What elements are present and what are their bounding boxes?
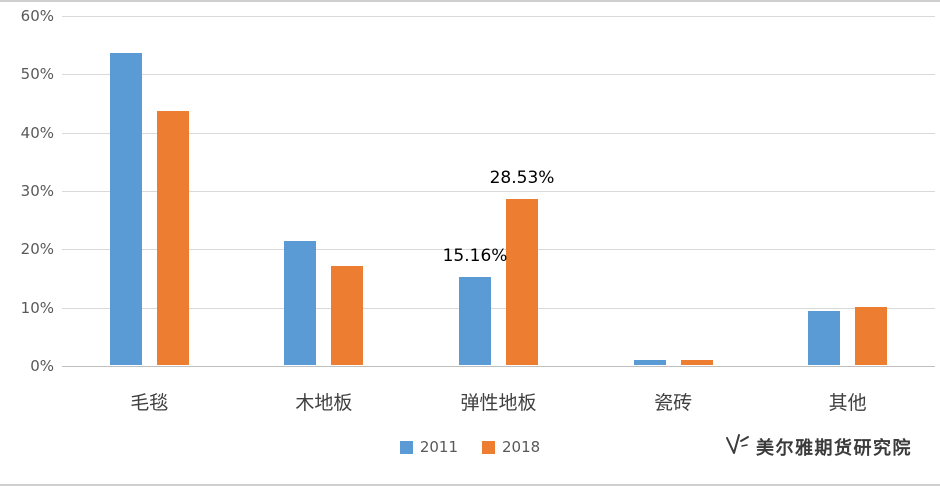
x-axis-category-label: 弹性地板 (460, 392, 537, 414)
bar-2011 (633, 360, 666, 365)
data-label: 28.53% (489, 167, 555, 188)
x-axis-category-label: 木地板 (295, 392, 353, 414)
gridline (62, 74, 935, 76)
bar-2018 (855, 306, 888, 365)
gridline (62, 16, 935, 17)
y-axis-tick-label: 0% (30, 357, 54, 375)
x-axis-category-label: 其他 (828, 392, 867, 414)
legend: 2011 2018 (0, 438, 940, 456)
data-label: 15.16% (442, 245, 508, 266)
bar-2011 (459, 276, 491, 365)
y-axis-tick-label: 60% (20, 7, 54, 25)
top-divider (0, 0, 940, 2)
gridline (62, 132, 935, 134)
x-axis-category-label: 毛毯 (130, 392, 169, 414)
bar-2018 (156, 111, 189, 365)
y-axis-tick-label: 40% (20, 123, 54, 142)
y-axis-tick-label: 20% (20, 240, 54, 259)
legend-swatch (482, 440, 495, 454)
bar-2011 (284, 240, 317, 365)
meierya-logo-icon (725, 432, 751, 461)
bar-2011 (109, 52, 142, 365)
legend-item-2011: 2011 (399, 438, 458, 456)
plot-area: 0% 10% 20% 30% 40% 50% 60% 毛毯 木地板 弹性地板 瓷砖 其他 15.16% 2… (21, 7, 935, 414)
watermark: 美尔雅期货研究院 (725, 432, 912, 461)
watermark-text: 美尔雅期货研究院 (756, 437, 912, 459)
legend-label: 2018 (502, 438, 541, 456)
y-axis-tick-label: 30% (20, 182, 54, 200)
bar-2011 (808, 311, 841, 365)
bar-2018 (506, 198, 538, 365)
x-axis-category-label: 瓷砖 (654, 392, 693, 414)
gridline (62, 191, 935, 192)
bar-2018 (331, 265, 364, 365)
gridline (62, 307, 935, 309)
y-axis-tick-label: 10% (20, 298, 54, 317)
y-axis-tick-label: 50% (20, 65, 54, 84)
x-axis-line (62, 366, 935, 367)
gridline (62, 249, 935, 251)
bar-2018 (680, 360, 713, 365)
legend-item-2018: 2018 (482, 438, 540, 456)
bottom-divider (0, 484, 940, 486)
legend-label: 2011 (419, 438, 458, 456)
legend-swatch (399, 440, 413, 454)
